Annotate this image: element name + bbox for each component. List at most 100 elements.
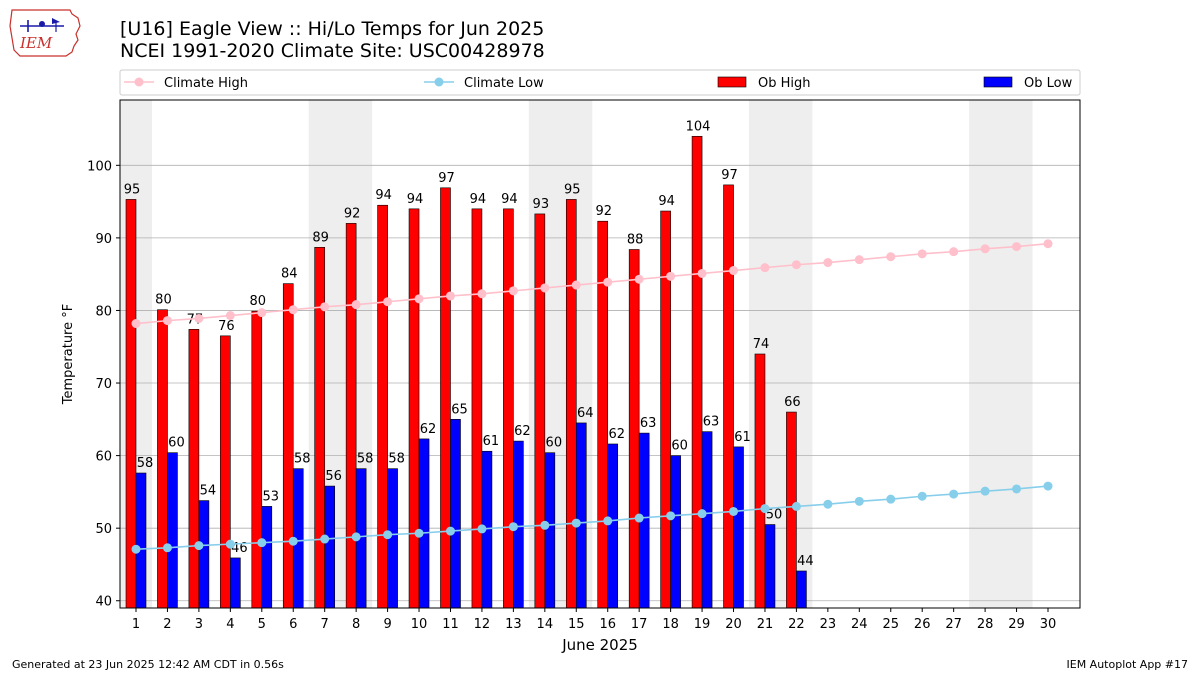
- x-tick-label: 15: [568, 617, 585, 632]
- climate-high-point: [320, 302, 330, 312]
- x-tick-label: 29: [1008, 617, 1025, 632]
- climate-high-point: [571, 280, 581, 290]
- chart-title-line2: NCEI 1991-2020 Climate Site: USC00428978: [120, 40, 545, 62]
- ob-high-label: 88: [627, 232, 644, 247]
- ob-high-label: 74: [753, 337, 770, 352]
- climate-low-point: [980, 486, 990, 496]
- ob-high-bar: [628, 249, 640, 609]
- ob-low-label: 63: [703, 415, 720, 430]
- climate-low-point: [1043, 481, 1053, 491]
- climate-low-point: [571, 518, 581, 528]
- x-tick-label: 25: [882, 617, 899, 632]
- ob-high-bar: [565, 199, 577, 609]
- climate-low-line: [135, 485, 1049, 551]
- climate-low-point: [477, 524, 487, 534]
- x-tick-label: 24: [851, 617, 868, 632]
- ob-low-label: 65: [451, 402, 468, 417]
- y-tick-label: 50: [95, 522, 112, 537]
- climate-high-point: [445, 291, 455, 301]
- x-tick-label: 6: [289, 617, 297, 632]
- x-tick-label: 1: [132, 617, 140, 632]
- x-tick-label: 12: [474, 617, 491, 632]
- weekend-shade: [969, 100, 1002, 608]
- climate-low-point: [445, 526, 455, 536]
- legend-swatch-marker: [434, 77, 444, 87]
- ob-low-bar: [230, 557, 241, 609]
- climate-low-point: [320, 534, 330, 544]
- x-tick-label: 11: [442, 617, 459, 632]
- ob-high-label: 95: [564, 182, 581, 197]
- ob-low-label: 60: [546, 436, 563, 451]
- ob-high-bar: [471, 208, 483, 609]
- legend-label: Climate Low: [464, 76, 544, 91]
- x-tick-label: 21: [757, 617, 774, 632]
- climate-high-point: [949, 247, 959, 257]
- climate-high-point: [791, 260, 801, 270]
- footer-app: IEM Autoplot App #17: [1066, 658, 1189, 671]
- x-tick-label: 7: [321, 617, 329, 632]
- ob-high-bar: [534, 213, 546, 609]
- ob-low-label: 61: [734, 430, 751, 445]
- x-tick-label: 9: [383, 617, 391, 632]
- climate-high-point: [383, 297, 393, 307]
- x-tick-label: 27: [945, 617, 962, 632]
- x-tick-label: 4: [226, 617, 234, 632]
- y-axis-label: Temperature °F: [61, 304, 76, 405]
- ob-low-label: 58: [294, 452, 311, 467]
- ob-low-bar: [796, 570, 807, 609]
- x-tick-label: 30: [1040, 617, 1057, 632]
- iem-iowa-logo: IEM: [9, 9, 81, 57]
- ob-high-bar: [754, 353, 766, 609]
- ob-high-bar: [723, 184, 734, 609]
- climate-low-point: [823, 499, 833, 509]
- footer-generated: Generated at 23 Jun 2025 12:42 AM CDT in…: [12, 658, 284, 671]
- y-tick-label: 90: [95, 232, 112, 247]
- ob-low-label: 44: [797, 554, 814, 569]
- ob-low-bar: [544, 452, 556, 609]
- climate-high-point: [603, 277, 613, 287]
- climate-low-point: [886, 494, 896, 504]
- ob-low-bar: [324, 485, 335, 609]
- ob-high-label: 94: [501, 192, 518, 207]
- ob-high-bar: [503, 208, 514, 609]
- ob-low-label: 62: [608, 427, 625, 442]
- climate-high-point: [1012, 242, 1022, 252]
- ob-low-label: 62: [420, 422, 437, 437]
- x-tick-label: 8: [352, 617, 360, 632]
- ob-high-label: 92: [344, 206, 361, 221]
- ob-low-bar: [167, 452, 178, 609]
- climate-low-point: [351, 532, 361, 542]
- climate-low-point: [949, 489, 959, 499]
- ob-high-label: 66: [784, 395, 801, 410]
- y-tick-label: 80: [95, 304, 112, 319]
- ob-low-label: 58: [357, 452, 374, 467]
- ob-low-bar: [764, 524, 776, 609]
- ob-high-label: 97: [721, 168, 738, 183]
- ob-high-bar: [188, 329, 200, 609]
- y-tick-label: 100: [87, 159, 112, 174]
- x-tick-label: 14: [537, 617, 554, 632]
- legend-swatch-bar: [983, 76, 1013, 88]
- ob-high-label: 94: [375, 188, 392, 203]
- climate-high-point: [508, 286, 518, 296]
- ob-low-label: 61: [483, 434, 500, 449]
- ob-low-bar: [701, 431, 713, 609]
- climate-low-point: [760, 504, 770, 514]
- ob-high-bar: [220, 335, 231, 609]
- climate-high-point: [162, 316, 172, 326]
- climate-low-point: [634, 513, 644, 523]
- legend-box: [119, 69, 1081, 96]
- climate-high-point: [257, 308, 267, 318]
- ob-high-label: 94: [407, 192, 424, 207]
- x-tick-label: 16: [599, 617, 616, 632]
- ob-low-bar: [198, 500, 210, 609]
- ob-low-label: 58: [137, 456, 154, 471]
- ob-high-bar: [157, 309, 168, 609]
- x-tick-label: 19: [694, 617, 711, 632]
- x-tick-label: 2: [163, 617, 171, 632]
- climate-low-point: [791, 501, 801, 511]
- ob-low-bar: [733, 446, 744, 609]
- ob-high-bar: [282, 283, 294, 609]
- ob-high-bar: [660, 210, 671, 609]
- y-tick-label: 40: [95, 595, 112, 610]
